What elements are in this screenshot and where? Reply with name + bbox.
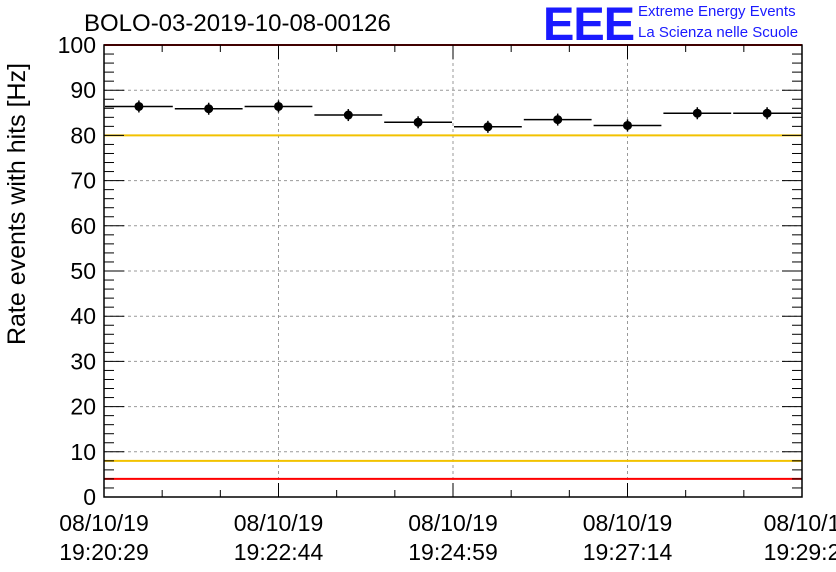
x-tick-label-time: 19:24:59 [408, 539, 498, 565]
y-tick-label: 80 [70, 122, 96, 148]
data-point [134, 101, 144, 111]
eee-logo: EEE [543, 0, 635, 50]
y-tick-label: 60 [70, 213, 96, 239]
x-tick-label-time: 19:29:2 [764, 539, 836, 565]
x-tick-label-date: 08/10/19 [583, 510, 673, 536]
y-tick-label: 90 [70, 77, 96, 103]
x-tick-label-time: 19:20:29 [59, 539, 149, 565]
y-tick-label: 10 [70, 439, 96, 465]
data-point [483, 122, 493, 132]
y-tick-label: 40 [70, 303, 96, 329]
data-point [413, 117, 423, 127]
x-tick-label-date: 08/10/1 [764, 510, 836, 536]
data-point [204, 104, 214, 114]
chart-title: BOLO-03-2019-10-08-00126 [84, 10, 391, 37]
y-axis-label: Rate events with hits [Hz] [3, 62, 31, 346]
y-tick-label: 70 [70, 168, 96, 194]
data-point [553, 115, 563, 125]
data-point [343, 110, 353, 120]
data-point [623, 120, 632, 130]
data-point [692, 108, 702, 118]
data-point [762, 108, 772, 118]
y-tick-label: 30 [70, 348, 96, 374]
y-tick-label: 100 [58, 32, 96, 58]
x-tick-label-time: 19:27:14 [583, 539, 673, 565]
data-point [274, 101, 283, 111]
y-tick-label: 20 [70, 394, 96, 420]
x-tick-label-date: 08/10/19 [234, 510, 324, 536]
y-tick-label: 50 [70, 258, 96, 284]
logo-subtitle-line1: Extreme Energy Events [638, 3, 796, 20]
x-tick-label-date: 08/10/19 [408, 510, 498, 536]
x-tick-label-time: 19:22:44 [234, 539, 324, 565]
logo-subtitle-line2: La Scienza nelle Scuole [638, 24, 799, 41]
x-tick-label-date: 08/10/19 [59, 510, 149, 536]
y-tick-label: 0 [83, 484, 96, 510]
